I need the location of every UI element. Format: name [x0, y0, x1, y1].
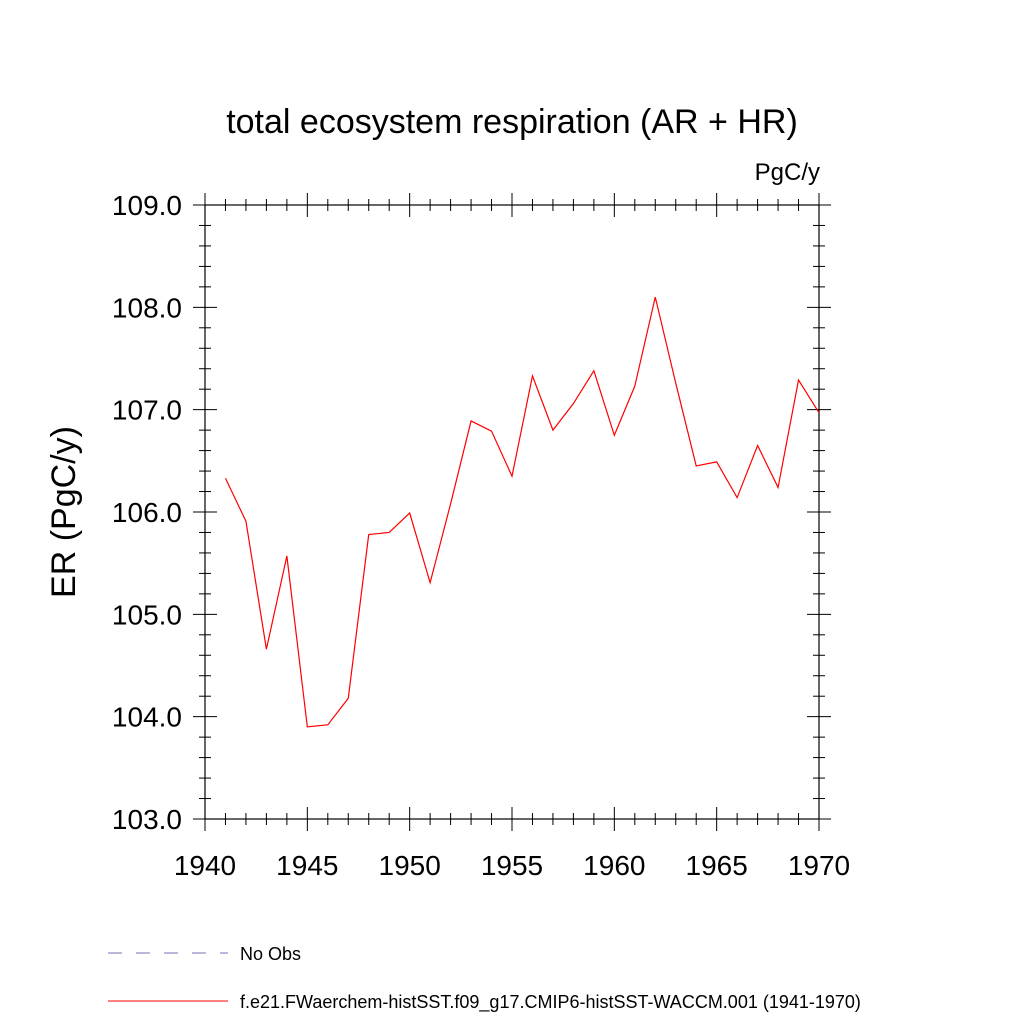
series-line	[224, 296, 820, 728]
y-tick-labels: 103.0 104.0 105.0 106.0 107.0 108.0 109.0	[112, 190, 182, 835]
x-tick-label: 1965	[686, 850, 748, 881]
y-tick-label: 104.0	[112, 702, 182, 733]
y-tick-label: 105.0	[112, 599, 182, 630]
x-tick-label: 1950	[379, 850, 441, 881]
y-tick-label: 106.0	[112, 497, 182, 528]
x-tick-label: 1955	[481, 850, 543, 881]
plot-frame	[204, 204, 820, 820]
series-lines	[224, 296, 820, 728]
x-tick-label: 1945	[276, 850, 338, 881]
x-tick-label: 1960	[583, 850, 645, 881]
y-tick-label: 107.0	[112, 395, 182, 426]
axis-ticks	[193, 193, 831, 831]
x-tick-labels: 1940 1945 1950 1955 1960 1965 1970	[174, 850, 850, 881]
y-tick-label: 108.0	[112, 292, 182, 323]
chart-title: total ecosystem respiration (AR + HR)	[226, 103, 798, 141]
y-axis-label: ER (PgC/y)	[45, 426, 83, 598]
y-tick-label: 103.0	[112, 804, 182, 835]
y-tick-label: 109.0	[112, 190, 182, 221]
x-tick-label: 1970	[788, 850, 850, 881]
units-label: PgC/y	[755, 159, 820, 186]
legend-label: f.e21.FWaerchem-histSST.f09_g17.CMIP6-hi…	[240, 992, 861, 1013]
legend: No Obs f.e21.FWaerchem-histSST.f09_g17.CM…	[108, 944, 861, 1013]
x-tick-label: 1940	[174, 850, 236, 881]
legend-label: No Obs	[240, 944, 301, 964]
